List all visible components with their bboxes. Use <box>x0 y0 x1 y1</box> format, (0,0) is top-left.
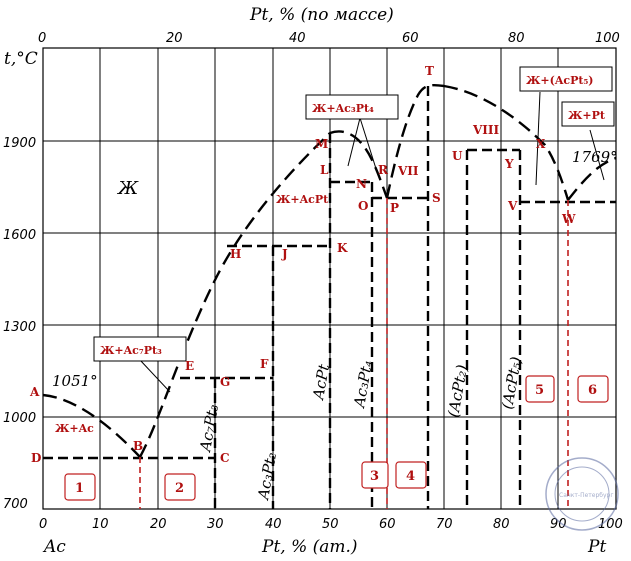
phase-ac7pt3: Ac₇Pt₃ <box>196 403 222 455</box>
region-box <box>577 375 609 403</box>
box-liquid-acpt5 <box>519 66 613 92</box>
library-stamp: Санкт-Петербург <box>545 457 619 531</box>
bottom-tick-labels: 0 10 20 30 40 50 60 70 80 90 100 <box>39 517 623 532</box>
y-tick: 1300 <box>3 320 36 335</box>
point-label: W <box>561 212 576 226</box>
y-tick: 1900 <box>3 136 36 151</box>
top-tick-labels: 0 20 40 60 80 100 <box>38 31 620 46</box>
point-label: F <box>260 357 269 371</box>
point-label: B <box>133 439 143 453</box>
numbered-regions: 1 2 3 4 5 6 <box>64 375 609 501</box>
point-label: H <box>230 247 241 261</box>
field-liquid-acpt: Ж+AcPt <box>276 193 329 206</box>
top-tick: 40 <box>289 31 306 46</box>
region-number: 2 <box>175 481 184 496</box>
region-number: 4 <box>406 469 415 484</box>
point-label: Y <box>504 157 514 171</box>
region-number: 1 <box>75 481 84 496</box>
top-tick: 20 <box>166 31 183 46</box>
liquid-region-label: Ж <box>116 178 139 199</box>
y-axis-label: t,°C <box>4 49 38 69</box>
bottom-tick: 30 <box>207 517 224 532</box>
bottom-tick: 80 <box>493 517 510 532</box>
bottom-tick: 40 <box>265 517 282 532</box>
region-box <box>525 375 555 403</box>
field-liquid-ac: Ж+Ac <box>55 422 94 435</box>
right-component-label: Pt <box>587 537 606 557</box>
left-component-label: Ac <box>42 537 66 557</box>
y-tick: 1000 <box>3 411 36 426</box>
x-axis-label: Pt, % (ат.) <box>261 537 358 557</box>
region-box <box>64 473 96 501</box>
region-box <box>164 473 196 501</box>
point-label: VIII <box>472 123 500 137</box>
y-tick-labels: 700 1000 1300 1600 1900 <box>3 136 36 512</box>
region-number: 5 <box>535 383 544 398</box>
point-label: VII <box>397 164 419 178</box>
point-label: C <box>220 451 230 465</box>
top-tick: 80 <box>508 31 525 46</box>
eutectic-markers <box>139 198 569 509</box>
y-tick: 1600 <box>3 228 36 243</box>
point-label: R <box>378 163 389 177</box>
phase-boundaries <box>43 86 616 509</box>
point-label: E <box>185 359 194 373</box>
top-tick: 60 <box>402 31 419 46</box>
point-label: U <box>452 149 463 163</box>
top-tick: 0 <box>38 31 46 46</box>
box-liquid-ac3pt4-text: Ж+Ac₃Pt₄ <box>312 102 374 115</box>
bottom-tick: 0 <box>39 517 47 532</box>
point-labels: A B C D E F G H J K L M N O P R S T U V … <box>29 64 576 465</box>
phase-ac3pt2: Ac₃Pt₂ <box>254 451 280 503</box>
box-liquid-pt-text: Ж+Pt <box>568 109 606 122</box>
point-label: X <box>536 137 546 151</box>
point-label: S <box>432 191 441 205</box>
box-liquid-ac7pt3-text: Ж+Ac₇Pt₃ <box>100 344 162 357</box>
point-label: V <box>507 199 518 213</box>
bottom-tick: 60 <box>379 517 396 532</box>
box-liquid-pt <box>561 101 615 127</box>
point-label: M <box>315 137 328 151</box>
point-label: J <box>281 247 288 261</box>
leader-lines <box>139 91 605 393</box>
box-liquid-ac7pt3 <box>93 336 187 362</box>
bottom-tick: 50 <box>322 517 339 532</box>
point-label: O <box>358 199 368 213</box>
bottom-tick: 90 <box>550 517 567 532</box>
ac-melting-temp: 1051° <box>52 372 98 390</box>
top-tick: 100 <box>595 31 620 46</box>
point-label: L <box>320 163 329 177</box>
stamp-text: Санкт-Петербург <box>559 492 613 499</box>
bottom-tick: 20 <box>150 517 167 532</box>
point-label: D <box>31 451 41 465</box>
point-label: N <box>356 177 367 191</box>
box-liquid-ac3pt4 <box>305 94 399 120</box>
bottom-tick: 70 <box>436 517 453 532</box>
bottom-tick: 100 <box>598 517 623 532</box>
bottom-tick: 10 <box>92 517 109 532</box>
region-number: 3 <box>370 469 379 484</box>
point-label: A <box>29 385 40 399</box>
box-liquid-acpt5-text: Ж+(AcPt₅) <box>526 74 593 87</box>
y-tick: 700 <box>3 497 28 512</box>
point-label: P <box>390 201 399 215</box>
region-box <box>361 461 389 489</box>
point-label: K <box>337 241 348 255</box>
point-label: T <box>425 64 434 78</box>
region-number: 6 <box>588 383 597 398</box>
region-box <box>395 461 427 489</box>
top-axis-title: Pt, % (по массе) <box>249 5 394 25</box>
liquidus-curves <box>42 83 617 458</box>
point-label: G <box>220 375 230 389</box>
pt-melting-temp: 1769° <box>572 148 618 166</box>
